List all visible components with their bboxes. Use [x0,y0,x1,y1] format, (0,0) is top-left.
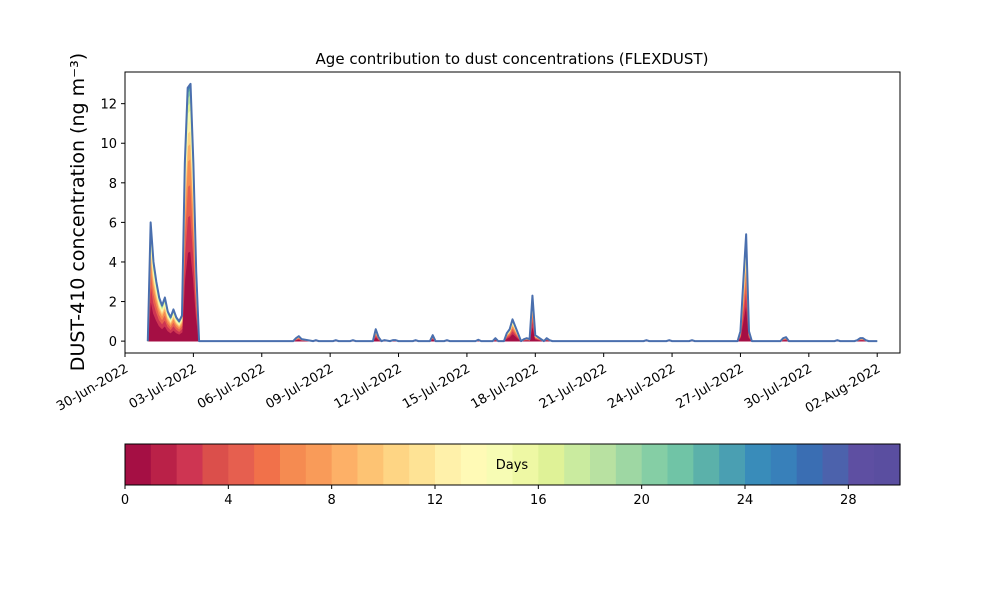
age-band-area [147,85,878,342]
colorbar-cell [693,444,720,485]
colorbar-tick-label: 24 [737,493,754,508]
y-tick-label: 2 [109,296,117,311]
colorbar-cell [590,444,617,485]
y-tick-label: 0 [109,335,117,350]
colorbar-cell [486,444,514,485]
colorbar-cell [435,444,462,485]
age-band-area [147,93,878,342]
colorbar-tick-label: 4 [224,493,232,508]
colorbar-cell [280,444,307,485]
x-tick-label: 12-Jul-2022 [332,361,405,412]
colorbar-cell [357,444,384,485]
age-stack-areas [147,82,878,342]
y-tick-label: 8 [109,177,117,192]
colorbar-cell [874,444,901,485]
colorbar-cell [719,444,746,485]
age-band-area [147,87,878,342]
y-axis-ticks: 0 2 4 6 8 10 12 [100,98,125,350]
colorbar-cell [228,444,255,485]
y-tick-label: 10 [100,137,117,152]
colorbar-label: Days [496,458,529,473]
age-band-area [147,118,878,342]
age-stack-lines [146,82,878,343]
colorbar-cell [512,444,539,485]
colorbar-cell [254,444,281,485]
plot-area: 0 2 4 6 8 10 12 30-Jun-202203-Jul-202206-Jul-2… [54,71,901,417]
chart-title: Age contribution to dust concentrations … [316,50,709,68]
y-axis-label: DUST-410 concentration (ng m⁻³) [67,53,89,371]
x-tick-label: 15-Jul-2022 [400,361,473,412]
colorbar-tick-label: 20 [633,493,650,508]
colorbar-tick-label: 16 [530,493,547,508]
colorbar-cell [538,444,565,485]
age-band-area [147,82,878,342]
colorbar-cell [383,444,410,485]
colorbar-tick-label: 8 [328,493,336,508]
colorbar-frame [124,443,901,486]
x-tick-label: 03-Jul-2022 [127,361,200,412]
colorbar-cell [409,444,436,485]
x-tick-label: 27-Jul-2022 [674,361,747,412]
y-tick-label: 6 [109,216,117,231]
x-axis-ticks: 30-Jun-202203-Jul-202206-Jul-202209-Jul-… [54,353,883,417]
x-tick-label: 09-Jul-2022 [263,361,336,412]
x-tick-label: 02-Aug-2022 [803,361,883,416]
colorbar-cell [770,444,798,485]
colorbar-cell [822,444,849,485]
age-band-area [147,100,878,342]
y-tick-label: 12 [100,98,117,113]
colorbar-tick-label: 28 [840,493,857,508]
colorbar-cell [564,444,591,485]
colorbar-cells [125,444,901,485]
colorbar-tick-label: 12 [427,493,444,508]
colorbar-cell [615,444,643,485]
total-concentration-line [146,82,878,343]
age-band-area [147,108,878,342]
colorbar-cell [150,444,178,485]
x-tick-label: 21-Jul-2022 [537,361,610,412]
colorbar-ticks: 0 4 8 12 16 20 24 28 [121,485,857,508]
colorbar-cell [667,444,694,485]
y-tick-label: 4 [109,256,117,271]
colorbar-cell [641,444,669,485]
colorbar-cell [331,444,359,485]
colorbar-cell [176,444,204,485]
colorbar: Days 0 4 8 12 16 20 24 28 [121,443,901,508]
colorbar-cell [796,444,824,485]
colorbar-cell [848,444,875,485]
age-band-area [147,142,878,342]
colorbar-cell [305,444,333,485]
colorbar-cell [460,444,488,485]
age-band-area [147,157,878,342]
age-band-area [147,183,878,342]
age-band-area [147,129,878,342]
plot-frame [124,71,901,354]
colorbar-tick-label: 0 [121,493,129,508]
x-tick-label: 30-Jun-2022 [54,361,131,414]
x-tick-label: 24-Jul-2022 [605,361,678,412]
colorbar-cell [745,444,772,485]
colorbar-cell [202,444,229,485]
colorbar-cell [125,444,152,485]
x-tick-label: 18-Jul-2022 [468,361,541,412]
x-tick-label: 06-Jul-2022 [195,361,268,412]
